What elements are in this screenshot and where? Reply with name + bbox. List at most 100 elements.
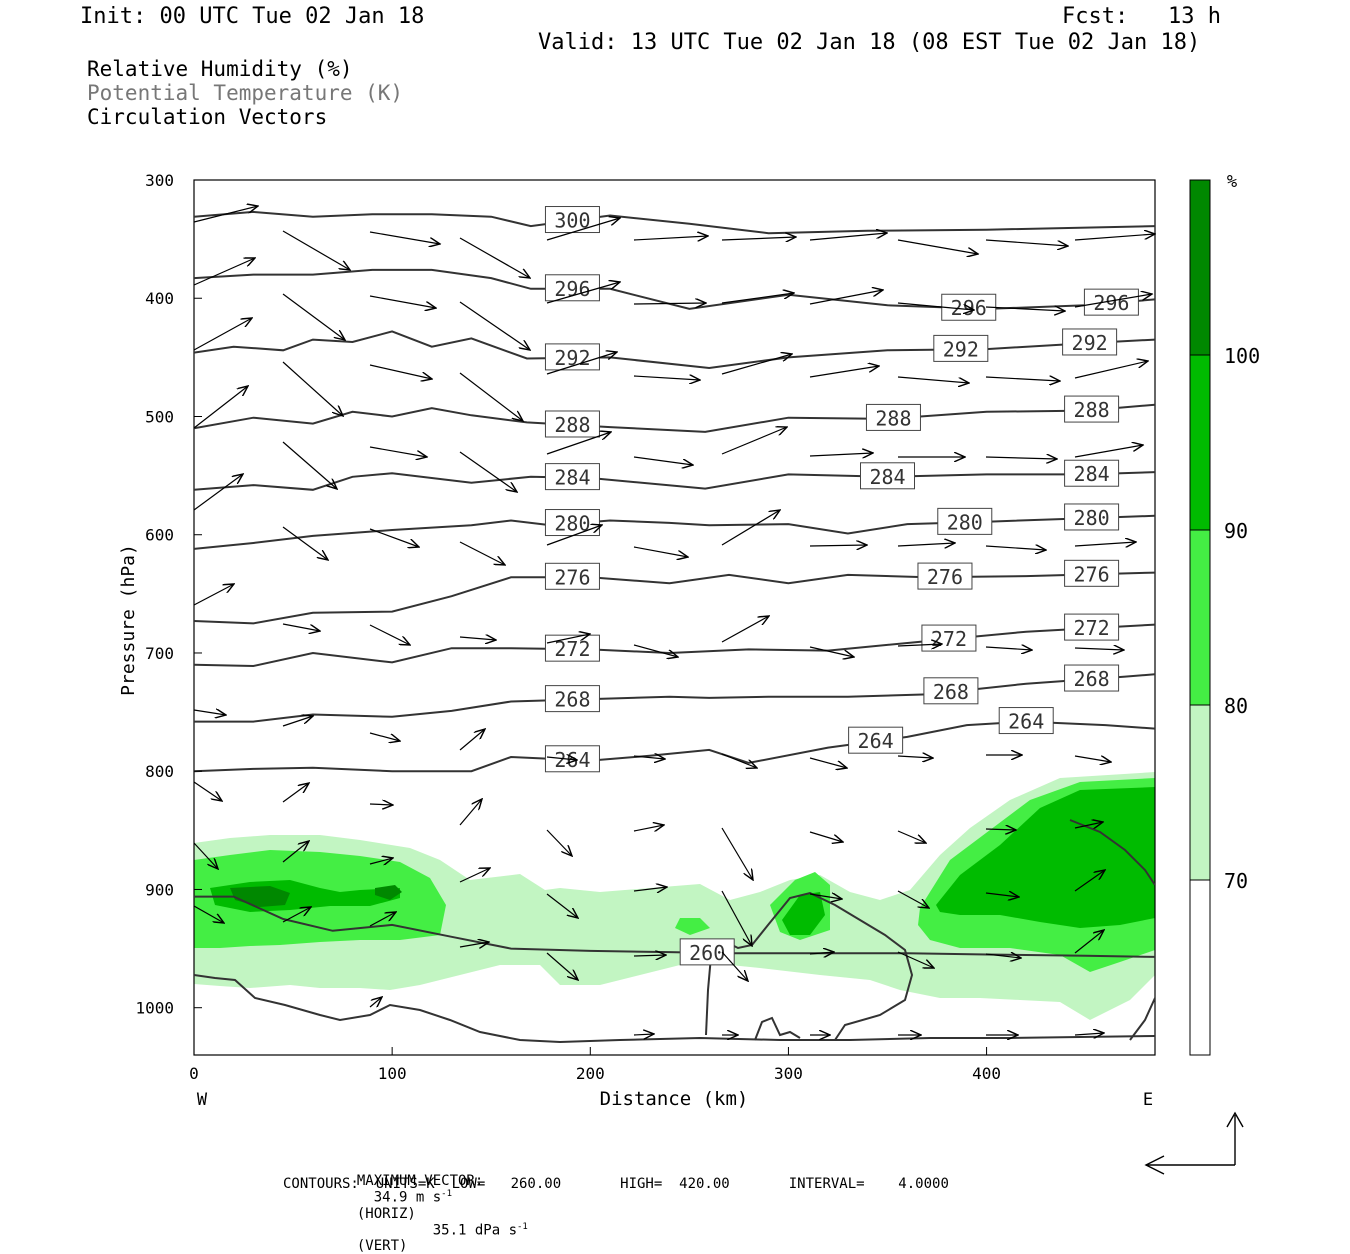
- vector: [282, 361, 343, 416]
- max-vert-value: 35.1 dPa s: [432, 1222, 518, 1239]
- rh-70-region: [194, 772, 1155, 1020]
- vector: [282, 230, 350, 270]
- svg-text:260: 260: [689, 941, 725, 965]
- vector: [721, 293, 794, 304]
- vector: [282, 526, 328, 560]
- vector: [369, 997, 382, 1007]
- svg-text:288: 288: [554, 413, 590, 437]
- vector: [633, 546, 688, 557]
- vector: [1074, 1033, 1104, 1035]
- colorbar: 70 80 90 100: [1189, 179, 1260, 1056]
- vector: [282, 441, 337, 489]
- vector: [985, 377, 1060, 381]
- vector: [721, 827, 753, 880]
- humidity-fill: [194, 772, 1155, 1020]
- vert-tag: (VERT): [356, 1238, 408, 1254]
- vector: [897, 302, 974, 310]
- vector: [459, 301, 530, 350]
- max-vector-line: MAXIMUM VECTOR: 34.9 m s-1 (HORIZ) 35.1 …: [340, 1157, 528, 1254]
- forecast-hours: 13 h: [1168, 4, 1221, 29]
- vector: [282, 293, 345, 340]
- vector: [282, 623, 320, 631]
- theta-label: 296: [544, 274, 600, 302]
- vector: [1074, 822, 1103, 828]
- vector: [809, 290, 883, 305]
- theta-label: 268: [923, 677, 979, 705]
- vector: [897, 890, 929, 908]
- vector: [721, 354, 792, 375]
- vector: [721, 237, 796, 240]
- vector: [985, 457, 1057, 459]
- svg-text:268: 268: [933, 680, 969, 704]
- vector: [459, 799, 482, 826]
- vector: [1074, 930, 1104, 954]
- max-horiz-value: 34.9 m s: [373, 1189, 442, 1206]
- rh-80-region: [194, 778, 1155, 972]
- vector: [721, 510, 780, 546]
- vector: [1074, 870, 1105, 892]
- colorbar-segment: [1190, 530, 1210, 705]
- circulation-vectors: [193, 206, 1155, 1035]
- valid-time: Valid: 13 UTC Tue 02 Jan 18 (08 EST Tue …: [538, 30, 1201, 55]
- theta-label: 276: [544, 562, 600, 590]
- theta-label: 292: [933, 334, 989, 362]
- init-time: Init: 00 UTC Tue 02 Jan 18: [80, 4, 425, 29]
- theta-label: 284: [1064, 459, 1120, 487]
- theta-contour-268: [194, 673, 1155, 723]
- vector: [1074, 542, 1136, 546]
- theta-label: 284: [544, 463, 600, 491]
- svg-text:268: 268: [554, 688, 590, 712]
- vector: [809, 453, 873, 456]
- rh-100-region: [230, 885, 402, 907]
- svg-text:280: 280: [1074, 506, 1110, 530]
- svg-text:280: 280: [554, 512, 590, 536]
- svg-text:268: 268: [1074, 667, 1110, 691]
- x-tick-label: 100: [378, 1064, 407, 1083]
- vector: [809, 646, 854, 657]
- theta-contour-272: [194, 623, 1155, 668]
- x-tick-label: 200: [576, 1064, 605, 1083]
- theta-contour-300: [194, 210, 1155, 235]
- vector: [193, 318, 252, 351]
- max-vector-label: MAXIMUM VECTOR:: [356, 1173, 484, 1189]
- vector: [282, 716, 313, 727]
- y-tick-label: 1000: [135, 999, 174, 1018]
- vector: [1074, 648, 1124, 650]
- vector: [193, 905, 224, 923]
- vector: [809, 894, 842, 899]
- vector: [369, 912, 396, 927]
- vector: [459, 372, 523, 421]
- vector: [985, 893, 1019, 897]
- y-tick-label: 400: [145, 289, 174, 308]
- svg-text:264: 264: [1008, 710, 1044, 734]
- theta-label: 292: [1062, 328, 1118, 356]
- y-tick-label: 700: [145, 644, 174, 663]
- vector: [633, 887, 667, 891]
- vector: [985, 546, 1046, 550]
- theta-label: 292: [544, 343, 600, 371]
- vector: [193, 206, 258, 223]
- vector: [721, 616, 769, 643]
- theta-label: 272: [921, 624, 977, 652]
- theta-label: 280: [1064, 503, 1120, 531]
- vector: [809, 366, 879, 378]
- vector: [193, 474, 243, 511]
- colorbar-segment: [1190, 705, 1210, 880]
- colorbar-label: 100: [1224, 344, 1260, 368]
- theta-contour-292: [194, 330, 1155, 370]
- vector: [985, 647, 1032, 650]
- vector: [459, 729, 485, 751]
- theta-contour-288: [194, 403, 1155, 433]
- vector: [721, 753, 757, 768]
- vector: [459, 541, 505, 565]
- svg-text:292: 292: [943, 337, 979, 361]
- theta-contour-284: [194, 471, 1155, 491]
- theta-contour-260: [194, 895, 1155, 958]
- x-tick-label: 400: [972, 1064, 1001, 1083]
- colorbar-label: 70: [1224, 869, 1248, 893]
- svg-text:272: 272: [554, 637, 590, 661]
- svg-text:276: 276: [1074, 562, 1110, 586]
- vector: [459, 868, 490, 883]
- theta-label: 284: [860, 462, 916, 490]
